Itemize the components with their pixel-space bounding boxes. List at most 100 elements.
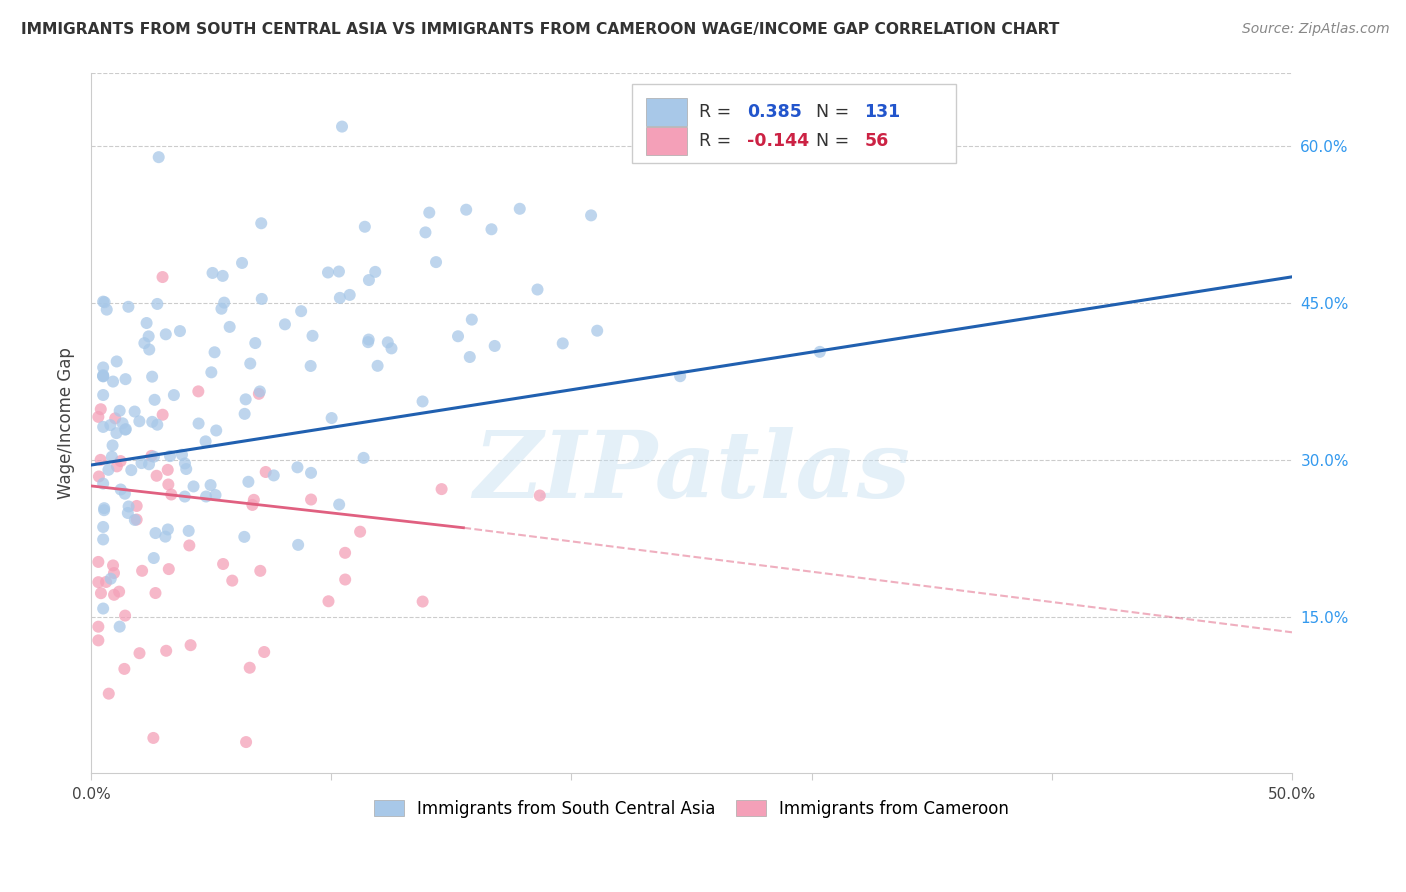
Point bbox=[117, 506, 139, 520]
Point bbox=[212, 557, 235, 571]
Point bbox=[299, 466, 322, 480]
Point bbox=[170, 448, 193, 462]
Point bbox=[253, 645, 276, 659]
Point bbox=[364, 265, 387, 279]
Text: R =: R = bbox=[699, 132, 737, 150]
Point bbox=[318, 594, 340, 608]
Point bbox=[245, 336, 267, 351]
Point bbox=[233, 530, 256, 544]
Point bbox=[484, 339, 506, 353]
Point bbox=[239, 661, 262, 675]
Point bbox=[430, 482, 453, 496]
Point bbox=[669, 369, 692, 384]
Point bbox=[211, 301, 233, 316]
Text: 0.385: 0.385 bbox=[747, 103, 801, 120]
Point bbox=[120, 463, 142, 477]
Point bbox=[114, 423, 136, 437]
Point bbox=[447, 329, 470, 343]
Text: R =: R = bbox=[699, 103, 737, 120]
Point bbox=[231, 256, 253, 270]
Point bbox=[169, 324, 191, 338]
Point bbox=[87, 633, 110, 648]
Point bbox=[353, 219, 375, 234]
Point bbox=[105, 426, 128, 441]
Point bbox=[135, 316, 157, 330]
Point bbox=[200, 365, 222, 379]
Point bbox=[97, 687, 120, 701]
Point bbox=[357, 335, 380, 350]
Point bbox=[138, 329, 160, 343]
Point bbox=[148, 150, 170, 164]
Point bbox=[287, 538, 309, 552]
Text: ZIPatlas: ZIPatlas bbox=[472, 427, 910, 517]
Legend: Immigrants from South Central Asia, Immigrants from Cameroon: Immigrants from South Central Asia, Immi… bbox=[367, 793, 1015, 824]
Point bbox=[87, 409, 110, 424]
Point bbox=[100, 572, 122, 586]
Point bbox=[187, 384, 209, 399]
Point bbox=[204, 488, 226, 502]
Point bbox=[156, 463, 179, 477]
Point bbox=[117, 500, 139, 514]
Point bbox=[412, 594, 434, 608]
Point bbox=[91, 388, 114, 402]
Point bbox=[579, 208, 602, 222]
Point bbox=[330, 120, 353, 134]
Point bbox=[179, 538, 201, 552]
Point bbox=[155, 530, 177, 544]
Point bbox=[173, 490, 195, 504]
Point bbox=[526, 283, 548, 297]
Point bbox=[110, 454, 132, 468]
Point bbox=[145, 468, 167, 483]
Point bbox=[87, 620, 110, 634]
Point bbox=[138, 343, 160, 357]
Point bbox=[90, 586, 112, 600]
Point bbox=[250, 292, 273, 306]
Point bbox=[114, 608, 136, 623]
Point bbox=[328, 264, 350, 278]
Point bbox=[180, 638, 202, 652]
Point bbox=[87, 469, 110, 483]
Point bbox=[87, 575, 110, 590]
Point bbox=[91, 476, 114, 491]
Text: 131: 131 bbox=[865, 103, 901, 120]
Point bbox=[141, 415, 163, 429]
FancyBboxPatch shape bbox=[645, 127, 686, 154]
Point bbox=[339, 288, 361, 302]
Point bbox=[114, 372, 136, 386]
Point bbox=[329, 291, 352, 305]
Text: IMMIGRANTS FROM SOUTH CENTRAL ASIA VS IMMIGRANTS FROM CAMEROON WAGE/INCOME GAP C: IMMIGRANTS FROM SOUTH CENTRAL ASIA VS IM… bbox=[21, 22, 1060, 37]
Point bbox=[90, 453, 112, 467]
Point bbox=[194, 434, 217, 449]
Point bbox=[200, 478, 222, 492]
Point bbox=[316, 265, 339, 279]
Point bbox=[195, 490, 218, 504]
Text: 56: 56 bbox=[865, 132, 889, 150]
Point bbox=[115, 422, 138, 436]
Point bbox=[418, 205, 440, 219]
Point bbox=[235, 735, 257, 749]
Point bbox=[218, 319, 240, 334]
Point bbox=[205, 424, 228, 438]
Point bbox=[105, 459, 128, 474]
Point bbox=[91, 360, 114, 375]
Point bbox=[128, 414, 150, 428]
Point bbox=[112, 662, 135, 676]
Point bbox=[96, 302, 118, 317]
Point bbox=[177, 524, 200, 538]
Point bbox=[108, 404, 131, 418]
Point bbox=[187, 417, 209, 431]
Point bbox=[155, 327, 177, 342]
Point bbox=[349, 524, 371, 539]
Point bbox=[221, 574, 243, 588]
Point bbox=[183, 479, 205, 493]
Text: Source: ZipAtlas.com: Source: ZipAtlas.com bbox=[1241, 22, 1389, 37]
Point bbox=[91, 520, 114, 534]
Point bbox=[146, 417, 169, 432]
Point bbox=[146, 297, 169, 311]
Point bbox=[145, 586, 167, 600]
Point bbox=[335, 573, 357, 587]
Point bbox=[131, 456, 153, 470]
Point bbox=[367, 359, 389, 373]
Point bbox=[157, 562, 180, 576]
Point bbox=[238, 475, 260, 489]
